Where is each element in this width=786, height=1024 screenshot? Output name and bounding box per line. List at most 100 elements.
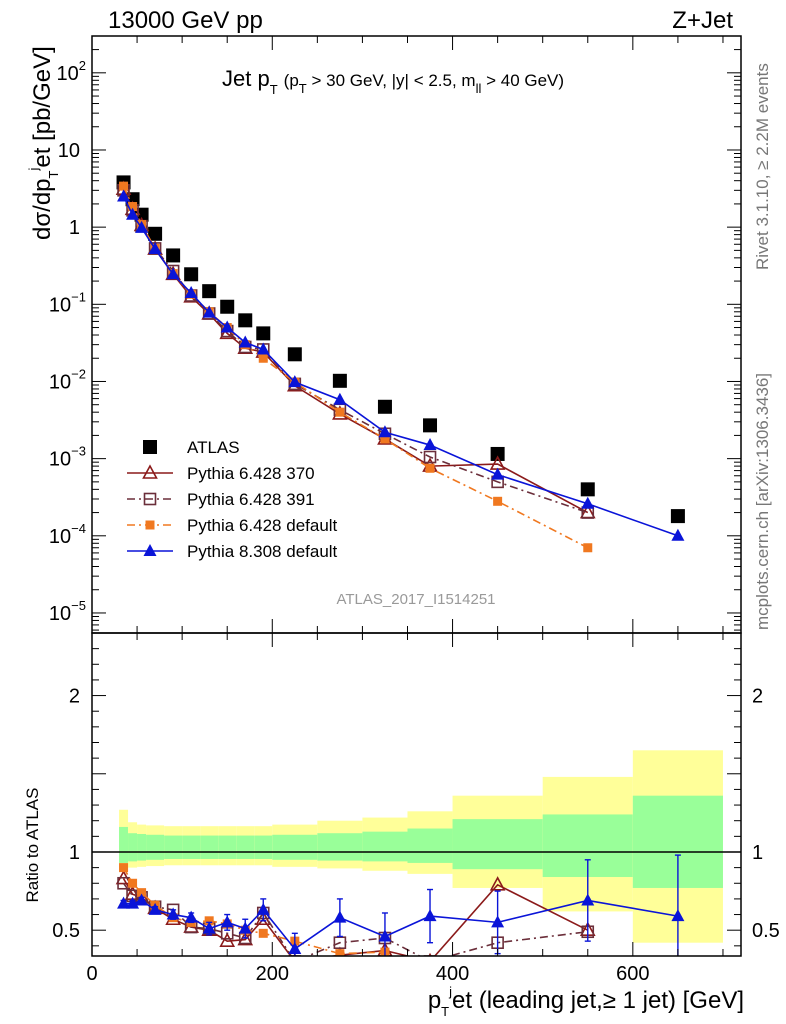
legend-label: Pythia 6.428 391 <box>187 490 315 509</box>
data-point <box>287 347 302 362</box>
data-point <box>220 299 235 314</box>
data-point <box>256 342 270 355</box>
ratio-point <box>128 878 138 888</box>
y-tick-label: 102 <box>57 58 86 85</box>
legend-marker <box>145 520 155 530</box>
ratio-point <box>288 955 302 956</box>
ratio-y-tick-label-right: 0.5 <box>752 920 780 942</box>
mcplots-label: mcplots.cern.ch [arXiv:1306.3436] <box>753 373 772 630</box>
ratio-point <box>117 896 131 909</box>
stat-uncertainty-band <box>272 834 318 860</box>
ratio-point <box>258 928 268 938</box>
ratio-point <box>288 941 302 954</box>
data-point <box>238 335 252 348</box>
data-point <box>148 242 162 255</box>
data-point <box>335 407 345 417</box>
data-point <box>581 496 595 509</box>
data-point <box>220 320 234 333</box>
ratio-ylabel: Ratio to ATLAS <box>23 788 42 903</box>
xlabel: pTjet (leading jet,≥ 1 jet) [GeV] <box>428 984 744 1019</box>
data-point <box>378 425 392 438</box>
ratio-point <box>423 955 437 956</box>
y-tick-base: 10 <box>49 294 71 316</box>
data-point <box>333 392 347 405</box>
y-tick-base: 10 <box>57 63 79 85</box>
stat-uncertainty-band <box>218 835 237 860</box>
ratio-series <box>115 854 685 956</box>
ratio-y-tick-label-right: 2 <box>752 686 763 708</box>
y-tick-label: 10 <box>58 140 80 162</box>
stat-uncertainty-band <box>236 835 255 860</box>
x-tick-label: 400 <box>436 963 469 985</box>
top-title: Jet pT (pT > 30 GeV, |y| < 2.5, mll > 40 … <box>222 66 564 97</box>
legend-label: Pythia 6.428 default <box>187 516 338 535</box>
ratio-point <box>423 909 437 922</box>
y-tick-base: 10 <box>49 526 71 548</box>
legend-entry: Pythia 6.428 391 <box>127 490 315 509</box>
data-point <box>135 220 149 233</box>
rivet-label: Rivet 3.1.10, ≥ 2.2M events <box>753 63 772 270</box>
y-tick-label: 10−5 <box>49 598 86 625</box>
header-right: Z+Jet <box>672 7 733 34</box>
data-point <box>580 482 595 497</box>
ratio-point <box>126 896 140 909</box>
stat-uncertainty-band <box>200 835 219 860</box>
stat-uncertainty-band <box>164 835 183 860</box>
legend-marker <box>143 544 157 556</box>
data-point <box>491 467 505 480</box>
ratio-y-tick-label: 0.5 <box>52 920 80 942</box>
data-point <box>166 248 181 263</box>
y-tick-base: 10 <box>49 449 71 471</box>
y-tick-exp: −3 <box>71 444 86 459</box>
main-series <box>115 175 685 553</box>
ratio-point <box>238 921 252 934</box>
stat-uncertainty-band <box>146 834 165 860</box>
ratio-point <box>135 893 149 906</box>
ratio-point <box>256 902 270 915</box>
legend-entry: Pythia 6.428 370 <box>127 464 315 483</box>
ratio-panel: 0 200 400 600 0.5 0.5 1 1 2 2 <box>52 632 780 985</box>
legend-marker <box>143 440 157 454</box>
y-tick-exp: −5 <box>71 598 86 613</box>
ratio-point <box>333 936 347 950</box>
ratio-point <box>119 863 129 873</box>
stat-uncertainty-band <box>137 833 147 861</box>
series-line <box>122 185 589 549</box>
y-tick-label: 1 <box>69 217 80 239</box>
x-tick-label: 200 <box>256 963 289 985</box>
data-point <box>332 373 347 388</box>
stat-uncertainty-band <box>119 826 129 863</box>
header-left: 13000 GeV pp <box>108 7 263 34</box>
ratio-point <box>184 910 198 923</box>
y-tick-label: 10−4 <box>49 521 86 548</box>
ratio-point <box>219 932 236 947</box>
uncertainty-bands <box>119 750 723 943</box>
stat-uncertainty-band <box>317 833 363 861</box>
ratio-point <box>491 915 505 928</box>
ratio-point <box>333 910 347 923</box>
data-point <box>288 375 302 388</box>
data-point <box>238 313 253 328</box>
ratio-point <box>204 916 214 926</box>
ratio-point <box>378 929 392 942</box>
y-tick-base: 10 <box>49 603 71 625</box>
data-point <box>671 528 685 541</box>
stat-uncertainty-band <box>407 828 453 863</box>
legend: ATLAS Pythia 6.428 370 Pythia 6.428 391 Pyt… <box>127 438 338 561</box>
stat-uncertainty-band <box>362 831 408 862</box>
ratio-point <box>335 949 345 956</box>
stat-uncertainty-band <box>182 835 201 860</box>
ratio-pythia-8-308-default <box>117 854 685 956</box>
x-tick-label: 0 <box>86 963 97 985</box>
ratio-point <box>671 909 685 922</box>
ratio-y-tick-label: 1 <box>69 842 80 864</box>
analysis-watermark: ATLAS_2017_I1514251 <box>336 591 495 608</box>
legend-marker <box>142 464 158 479</box>
data-point <box>258 353 268 363</box>
data-point <box>490 446 505 461</box>
ratio-point <box>220 915 234 928</box>
data-point <box>423 438 437 451</box>
legend-label: ATLAS <box>187 438 240 457</box>
data-point <box>425 463 435 473</box>
